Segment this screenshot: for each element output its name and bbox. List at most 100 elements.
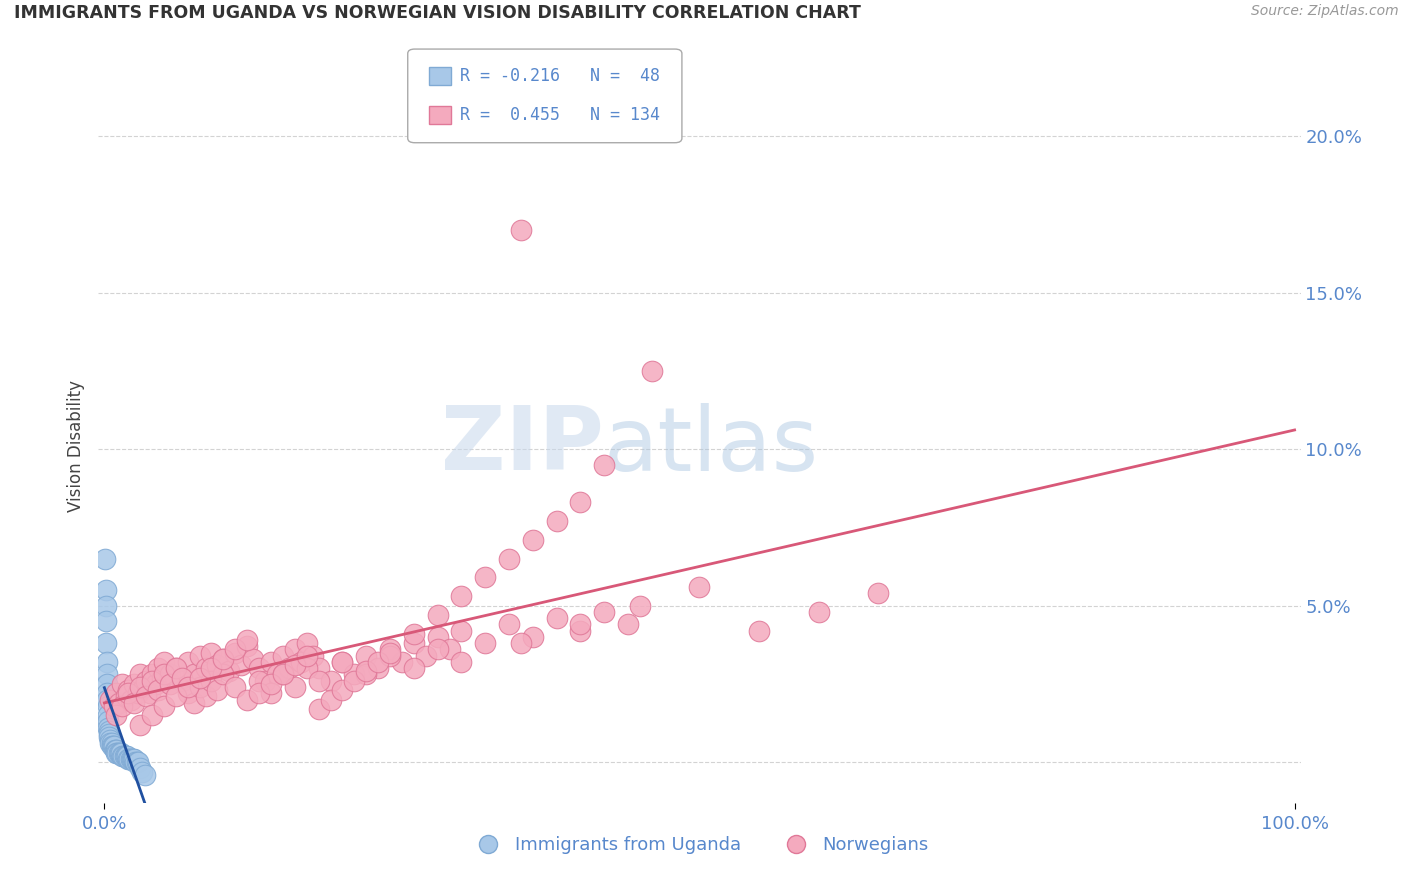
- Point: [146, 683, 169, 698]
- Point: [159, 667, 181, 681]
- Point: [188, 671, 211, 685]
- Point: [426, 630, 449, 644]
- Point: [207, 658, 229, 673]
- Point: [103, 698, 125, 713]
- Legend: Immigrants from Uganda, Norwegians: Immigrants from Uganda, Norwegians: [463, 830, 936, 862]
- Point: [101, 739, 124, 754]
- Point: [343, 673, 366, 688]
- Point: [308, 702, 330, 716]
- Point: [332, 655, 354, 669]
- Point: [146, 661, 169, 675]
- Point: [135, 690, 157, 704]
- Point: [546, 611, 568, 625]
- Point: [165, 690, 187, 704]
- Point: [145, 677, 167, 691]
- Point: [107, 746, 129, 760]
- Point: [593, 605, 616, 619]
- Point: [510, 223, 533, 237]
- Point: [474, 570, 496, 584]
- Text: Source: ZipAtlas.com: Source: ZipAtlas.com: [1251, 4, 1399, 19]
- Point: [247, 673, 270, 688]
- Point: [617, 617, 640, 632]
- Point: [122, 752, 145, 766]
- Point: [176, 655, 198, 669]
- Point: [165, 661, 187, 675]
- Point: [131, 764, 153, 779]
- Point: [141, 673, 163, 688]
- Point: [107, 696, 129, 710]
- Point: [141, 667, 163, 681]
- Point: [114, 748, 136, 763]
- Point: [271, 648, 294, 663]
- Point: [98, 727, 121, 741]
- Point: [569, 495, 592, 509]
- Point: [569, 617, 592, 632]
- Point: [284, 642, 307, 657]
- Point: [111, 677, 134, 691]
- Point: [111, 748, 134, 763]
- Point: [212, 667, 235, 681]
- Point: [474, 636, 496, 650]
- Point: [115, 748, 138, 763]
- Point: [98, 730, 121, 744]
- Point: [117, 686, 139, 700]
- Point: [224, 680, 246, 694]
- Point: [308, 673, 330, 688]
- Point: [127, 755, 149, 769]
- Point: [332, 655, 354, 669]
- Point: [260, 655, 283, 669]
- Point: [98, 733, 121, 747]
- Point: [94, 582, 117, 597]
- Point: [94, 551, 117, 566]
- Point: [200, 646, 222, 660]
- Point: [689, 580, 711, 594]
- Point: [510, 636, 533, 650]
- Point: [96, 686, 118, 700]
- Point: [367, 655, 389, 669]
- Text: ZIP: ZIP: [440, 402, 603, 490]
- Text: R =  0.455   N = 134: R = 0.455 N = 134: [460, 106, 659, 124]
- Point: [117, 752, 139, 766]
- Point: [236, 640, 259, 654]
- Point: [194, 690, 217, 704]
- Point: [100, 736, 122, 750]
- Point: [207, 683, 229, 698]
- Point: [111, 698, 134, 713]
- Point: [354, 667, 377, 681]
- Point: [125, 755, 148, 769]
- Point: [284, 658, 307, 673]
- Point: [402, 636, 425, 650]
- Point: [112, 748, 135, 763]
- Point: [498, 617, 520, 632]
- Point: [114, 690, 136, 704]
- Point: [332, 683, 354, 698]
- Point: [150, 671, 173, 685]
- Point: [134, 767, 156, 781]
- Point: [295, 661, 318, 675]
- Point: [159, 677, 181, 691]
- Point: [188, 680, 211, 694]
- Point: [391, 655, 413, 669]
- Point: [522, 533, 544, 547]
- Point: [105, 742, 128, 756]
- Point: [100, 739, 122, 754]
- Point: [132, 680, 155, 694]
- Point: [97, 698, 120, 713]
- Point: [94, 599, 117, 613]
- Point: [628, 599, 651, 613]
- Point: [367, 661, 389, 675]
- Point: [224, 646, 246, 660]
- Point: [165, 661, 187, 675]
- Point: [415, 648, 437, 663]
- Point: [183, 667, 205, 681]
- Point: [218, 665, 240, 679]
- Point: [439, 642, 461, 657]
- Point: [105, 746, 128, 760]
- Point: [641, 364, 664, 378]
- Point: [194, 661, 217, 675]
- Point: [426, 607, 449, 622]
- Point: [129, 717, 152, 731]
- Point: [450, 655, 472, 669]
- Point: [120, 752, 142, 766]
- Point: [153, 698, 176, 713]
